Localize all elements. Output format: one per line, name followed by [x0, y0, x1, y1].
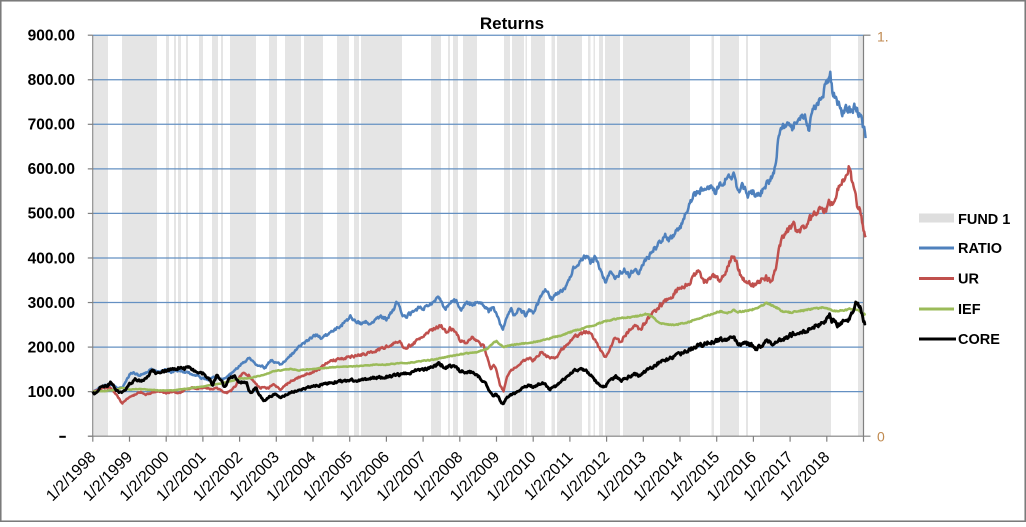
svg-text:FUND 1: FUND 1 [958, 212, 1010, 228]
svg-text:600.00: 600.00 [28, 161, 75, 178]
svg-text:UR: UR [958, 272, 979, 288]
svg-text:700.00: 700.00 [28, 117, 75, 134]
svg-text:100.00: 100.00 [28, 384, 75, 401]
svg-text:500.00: 500.00 [28, 206, 75, 223]
svg-text:800.00: 800.00 [28, 72, 75, 89]
svg-text:200.00: 200.00 [28, 339, 75, 356]
svg-text:0: 0 [877, 429, 885, 445]
svg-text:1.: 1. [877, 29, 889, 45]
svg-text:400.00: 400.00 [28, 250, 75, 267]
svg-text:RATIO: RATIO [958, 241, 1002, 257]
svg-text:CORE: CORE [958, 332, 1000, 348]
svg-text:300.00: 300.00 [28, 295, 75, 312]
svg-text:IEF: IEF [958, 302, 981, 318]
svg-text:Returns: Returns [480, 14, 544, 33]
svg-text:900.00: 900.00 [28, 28, 75, 45]
